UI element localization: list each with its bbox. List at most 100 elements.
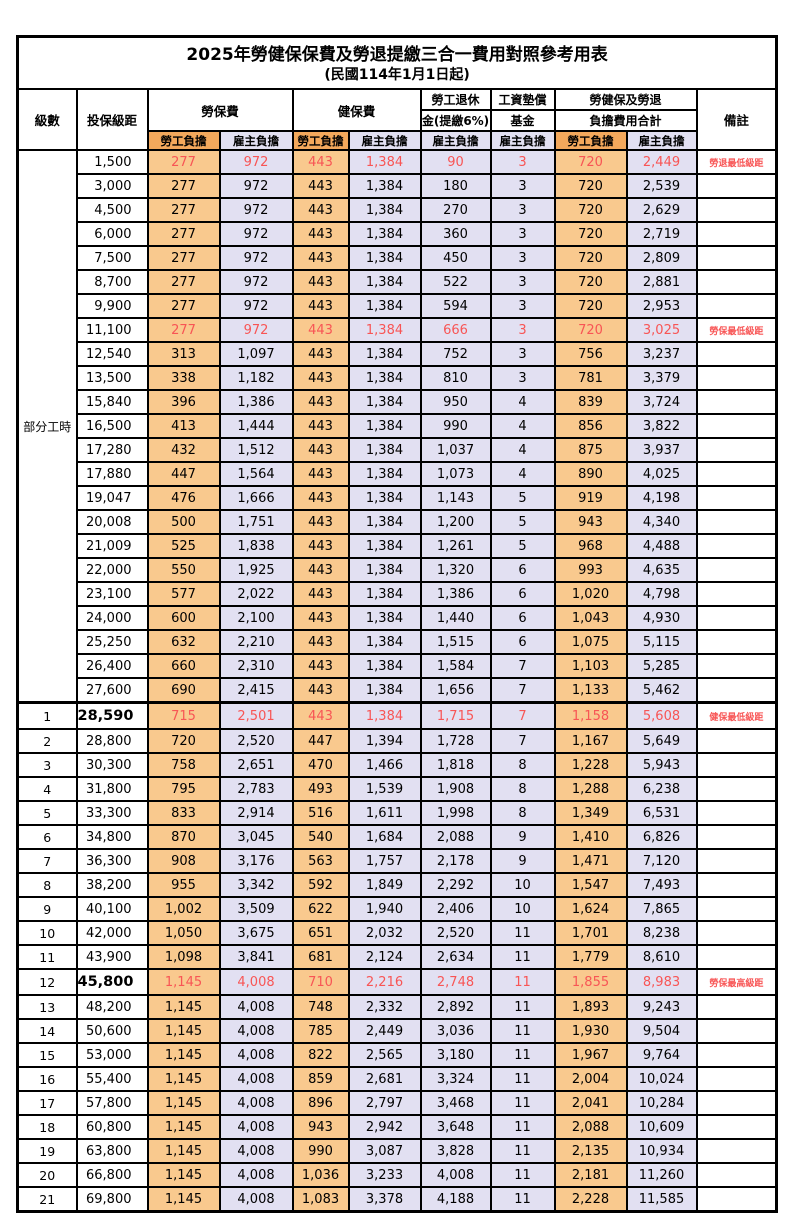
remark (695, 605, 778, 631)
salary-bracket: 40,100 (75, 896, 149, 922)
subheader-labor-employee: 勞工負擔 (146, 130, 221, 151)
value-cell: 470 (291, 752, 350, 778)
salary-bracket: 25,250 (75, 629, 149, 655)
remark (695, 413, 778, 439)
value-cell: 990 (291, 1138, 350, 1164)
value-cell: 8,983 (625, 968, 698, 996)
value-cell: 7,120 (625, 848, 698, 874)
table-row: 7,500 277 972 443 1,384 450 3 720 2,809 (18, 245, 778, 271)
value-cell: 10,609 (625, 1114, 698, 1140)
level-number: 14 (16, 1018, 78, 1044)
table-title: 2025年勞健保保費及勞退提繳三合一費用對照參考用表 (186, 44, 608, 65)
value-cell: 3,828 (419, 1138, 492, 1164)
value-cell: 3,176 (218, 848, 294, 874)
value-cell: 1,097 (218, 341, 294, 367)
value-cell: 4,930 (625, 605, 698, 631)
value-cell: 3 (489, 293, 556, 319)
value-cell: 11 (489, 1186, 556, 1213)
value-cell: 1,849 (347, 872, 422, 898)
table-row: 25,250 632 2,210 443 1,384 1,515 6 1,075 5,115 (18, 629, 778, 655)
remark (695, 389, 778, 415)
table-row: 7 36,300 908 3,176 563 1,757 2,178 9 1,471 7,120 (16, 848, 778, 874)
value-cell: 1,145 (146, 1042, 221, 1068)
value-cell: 1,384 (347, 293, 422, 319)
value-cell: 443 (291, 533, 350, 559)
value-cell: 1,384 (347, 557, 422, 583)
value-cell: 2,332 (347, 994, 422, 1020)
col-header-total-line1: 勞健保及勞退 (553, 88, 698, 111)
table-body: 部分工時 1,500 277 972 443 1,384 90 3 720 2,449 勞退最低級距… (16, 149, 778, 1213)
remark (695, 461, 778, 487)
table-row: 部分工時 1,500 277 972 443 1,384 90 3 720 2,449 勞退最低級距 (16, 149, 778, 704)
value-cell: 277 (146, 245, 221, 271)
table-row: 15,840 396 1,386 443 1,384 950 4 839 3,724 (18, 389, 778, 415)
value-cell: 3,233 (347, 1162, 422, 1188)
remark (695, 173, 778, 199)
col-header-pension-line1: 勞工退休 (419, 88, 492, 111)
value-cell: 4,008 (218, 1186, 294, 1213)
value-cell: 1,684 (347, 824, 422, 850)
value-cell: 1,584 (419, 653, 492, 679)
value-cell: 1,145 (146, 1186, 221, 1213)
value-cell: 660 (146, 653, 221, 679)
value-cell: 908 (146, 848, 221, 874)
remark (695, 221, 778, 247)
value-cell: 720 (553, 173, 628, 199)
value-cell: 1,384 (347, 221, 422, 247)
value-cell: 1,384 (347, 341, 422, 367)
part-time-label: 部分工時 (16, 149, 78, 704)
salary-bracket: 19,047 (75, 485, 149, 511)
level-number: 1 (16, 701, 78, 730)
value-cell: 3,045 (218, 824, 294, 850)
value-cell: 3,324 (419, 1066, 492, 1092)
value-cell: 2,178 (419, 848, 492, 874)
salary-bracket: 36,300 (75, 848, 149, 874)
value-cell: 2,004 (553, 1066, 628, 1092)
value-cell: 3,180 (419, 1042, 492, 1068)
value-cell: 2,501 (218, 701, 294, 730)
table-row: 24,000 600 2,100 443 1,384 1,440 6 1,043 4,930 (18, 605, 778, 631)
value-cell: 3,468 (419, 1090, 492, 1116)
subheader-labor-employer: 雇主負擔 (218, 130, 294, 151)
value-cell: 2,449 (347, 1018, 422, 1044)
salary-bracket: 9,900 (75, 293, 149, 319)
value-cell: 758 (146, 752, 221, 778)
value-cell: 1,818 (419, 752, 492, 778)
value-cell: 2,210 (218, 629, 294, 655)
value-cell: 443 (291, 245, 350, 271)
value-cell: 3 (489, 341, 556, 367)
remark (695, 1162, 778, 1188)
value-cell: 681 (291, 944, 350, 970)
value-cell: 1,410 (553, 824, 628, 850)
value-cell: 4,488 (625, 533, 698, 559)
value-cell: 1,167 (553, 728, 628, 754)
value-cell: 890 (553, 461, 628, 487)
remark (695, 485, 778, 511)
value-cell: 9 (489, 848, 556, 874)
value-cell: 972 (218, 149, 294, 175)
value-cell: 4,025 (625, 461, 698, 487)
value-cell: 11 (489, 1090, 556, 1116)
value-cell: 1,440 (419, 605, 492, 631)
table-row: 20,008 500 1,751 443 1,384 1,200 5 943 4,340 (18, 509, 778, 535)
value-cell: 1,384 (347, 533, 422, 559)
value-cell: 4,008 (218, 968, 294, 996)
value-cell: 968 (553, 533, 628, 559)
value-cell: 3 (489, 245, 556, 271)
value-cell: 1,228 (553, 752, 628, 778)
value-cell: 651 (291, 920, 350, 946)
value-cell: 4,798 (625, 581, 698, 607)
table-row: 11 43,900 1,098 3,841 681 2,124 2,634 11 1,779 8,… (16, 944, 778, 970)
col-header-bracket: 投保級距 (75, 88, 149, 151)
table-row: 2 28,800 720 2,520 447 1,394 1,728 7 1,167 5,649 (16, 728, 778, 754)
value-cell: 1,349 (553, 800, 628, 826)
value-cell: 752 (419, 341, 492, 367)
value-cell: 443 (291, 221, 350, 247)
level-number: 2 (16, 728, 78, 754)
value-cell: 3,036 (419, 1018, 492, 1044)
value-cell: 7 (489, 701, 556, 730)
value-cell: 277 (146, 317, 221, 343)
value-cell: 550 (146, 557, 221, 583)
value-cell: 4,008 (218, 994, 294, 1020)
table-row: 27,600 690 2,415 443 1,384 1,656 7 1,133 5,462 (18, 677, 778, 704)
